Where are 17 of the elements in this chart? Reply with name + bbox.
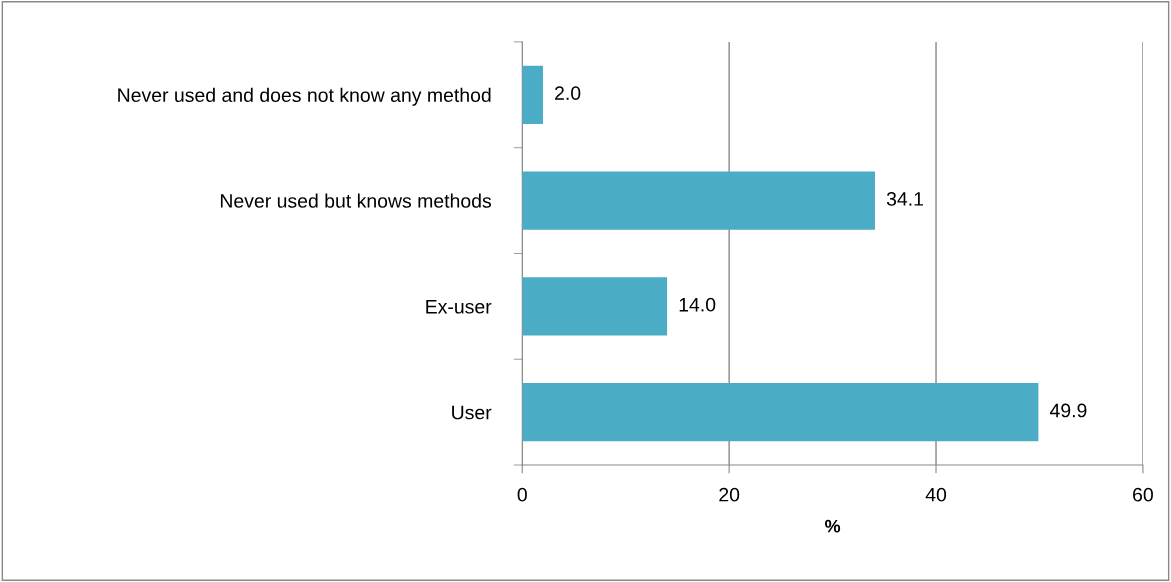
data-label: 2.0 xyxy=(555,86,581,101)
y-tick-label: Ex-user xyxy=(426,300,492,314)
y-tick-label: Never used but knows methods xyxy=(220,193,492,208)
bar xyxy=(522,65,543,124)
y-tick-label: User xyxy=(452,405,492,420)
y-tick-label: Never used and does not know any method xyxy=(118,87,491,106)
bar xyxy=(522,277,668,336)
bar xyxy=(522,171,875,230)
data-label: 49.9 xyxy=(1049,403,1087,418)
x-tick-label: 20 xyxy=(719,487,740,502)
data-label: 14.0 xyxy=(679,297,716,312)
x-tick-label: 60 xyxy=(1133,487,1153,502)
data-label: 34.1 xyxy=(886,192,923,206)
x-tick-label: 40 xyxy=(925,487,947,502)
x-axis-title: % xyxy=(825,519,841,533)
bar xyxy=(522,383,1039,442)
x-tick-label: 0 xyxy=(517,487,527,502)
